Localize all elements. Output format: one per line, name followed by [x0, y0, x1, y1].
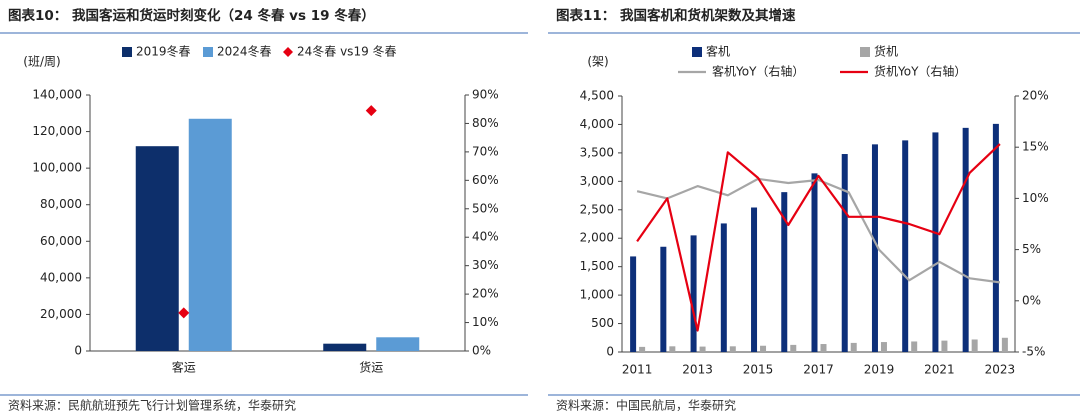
y2-tick-label: -5% [1022, 345, 1045, 359]
y2-tick-label: 80% [472, 116, 499, 130]
y2-tick-label: 5% [1022, 242, 1041, 256]
line-series [636, 143, 1001, 332]
bar [669, 346, 676, 352]
bar [630, 256, 637, 352]
legend-label: 2019冬春 [136, 44, 191, 59]
legend-label: 货机YoY（右轴） [874, 64, 966, 79]
bar [660, 246, 667, 352]
bar [911, 341, 918, 352]
bar [699, 346, 706, 352]
y-tick-label: 1,000 [580, 288, 614, 302]
y2-tick-label: 0% [1022, 293, 1041, 307]
source: 资料来源：中国民航局，华泰研究 [556, 398, 736, 413]
x-tick-label: 2017 [803, 363, 834, 377]
y-tick-label: 2,000 [580, 231, 614, 245]
y2-tick-label: 15% [1022, 140, 1049, 154]
bar [720, 223, 727, 352]
x-tick-label: 2011 [622, 363, 653, 377]
bar [376, 337, 420, 351]
y-tick-label: 0 [74, 344, 82, 358]
line-series [636, 177, 1001, 284]
y2-tick-label: 70% [472, 144, 499, 158]
y-axis-label: (架) [587, 55, 608, 69]
y-axis-label: (班/周) [23, 55, 60, 69]
legend-swatch [860, 47, 870, 57]
x-tick-label: 2015 [743, 363, 774, 377]
legend-label: 24冬春 vs19 冬春 [297, 44, 397, 59]
bar [820, 344, 827, 352]
legend-label: 2024冬春 [217, 44, 272, 59]
x-tick-label: 2021 [924, 363, 955, 377]
y-tick-label: 4,500 [580, 89, 614, 103]
y-tick-label: 4,000 [580, 117, 614, 131]
bar [811, 173, 818, 352]
y-tick-label: 3,000 [580, 174, 614, 188]
bar [962, 127, 969, 352]
y2-tick-label: 0% [472, 344, 491, 358]
bar [729, 346, 736, 352]
y-tick-label: 60,000 [40, 234, 82, 248]
y-tick-label: 20,000 [40, 307, 82, 321]
x-tick-label: 货运 [359, 360, 383, 375]
y2-tick-label: 60% [472, 173, 499, 187]
x-tick-label: 2019 [864, 363, 895, 377]
bar [790, 344, 797, 352]
legend-swatch [122, 47, 132, 57]
bar [760, 345, 767, 352]
point [178, 307, 190, 319]
source: 资料来源：民航航班预先飞行计划管理系统，华泰研究 [8, 398, 296, 413]
bar [751, 207, 758, 352]
bar [323, 343, 367, 351]
point [365, 105, 377, 117]
bar [781, 192, 788, 352]
y-tick-label: 120,000 [32, 124, 82, 138]
y2-tick-label: 10% [1022, 191, 1049, 205]
legend-label: 客机YoY（右轴） [712, 64, 804, 79]
bar [932, 132, 939, 352]
legend-swatch [203, 47, 213, 57]
chart-title: 图表11： 我国客机和货机架数及其增速 [556, 7, 796, 24]
y-tick-label: 100,000 [32, 161, 82, 175]
bar [690, 235, 697, 352]
bar [941, 340, 948, 352]
y-tick-label: 3,500 [580, 145, 614, 159]
y-tick-label: 1,500 [580, 259, 614, 273]
y-tick-label: 0 [606, 345, 614, 359]
y2-tick-label: 90% [472, 88, 499, 102]
y2-tick-label: 30% [472, 258, 499, 272]
x-tick-label: 2013 [682, 363, 713, 377]
bar [841, 154, 848, 352]
y2-tick-label: 50% [472, 201, 499, 215]
y2-tick-label: 10% [472, 315, 499, 329]
legend-label: 货机 [874, 44, 898, 59]
x-tick-label: 客运 [172, 360, 196, 375]
bar [1001, 337, 1008, 352]
y-tick-label: 500 [591, 316, 614, 330]
bar [992, 123, 999, 353]
bar [871, 144, 878, 352]
bar [135, 146, 179, 351]
x-tick-label: 2023 [985, 363, 1016, 377]
bar [880, 342, 887, 352]
legend-swatch [283, 47, 293, 57]
y2-tick-label: 20% [1022, 89, 1049, 103]
bar [639, 346, 646, 352]
y2-tick-label: 20% [472, 287, 499, 301]
y-tick-label: 80,000 [40, 197, 82, 211]
y2-tick-label: 40% [472, 230, 499, 244]
bar [850, 342, 857, 352]
legend-swatch [692, 47, 702, 57]
y-tick-label: 40,000 [40, 270, 82, 284]
y-tick-label: 2,500 [580, 202, 614, 216]
bar [902, 140, 909, 352]
chart-title: 图表10： 我国客运和货运时刻变化（24 冬春 vs 19 冬春） [8, 7, 375, 24]
legend-label: 客机 [706, 44, 730, 59]
bar [188, 118, 232, 352]
bar [971, 339, 978, 352]
y-tick-label: 140,000 [32, 88, 82, 102]
